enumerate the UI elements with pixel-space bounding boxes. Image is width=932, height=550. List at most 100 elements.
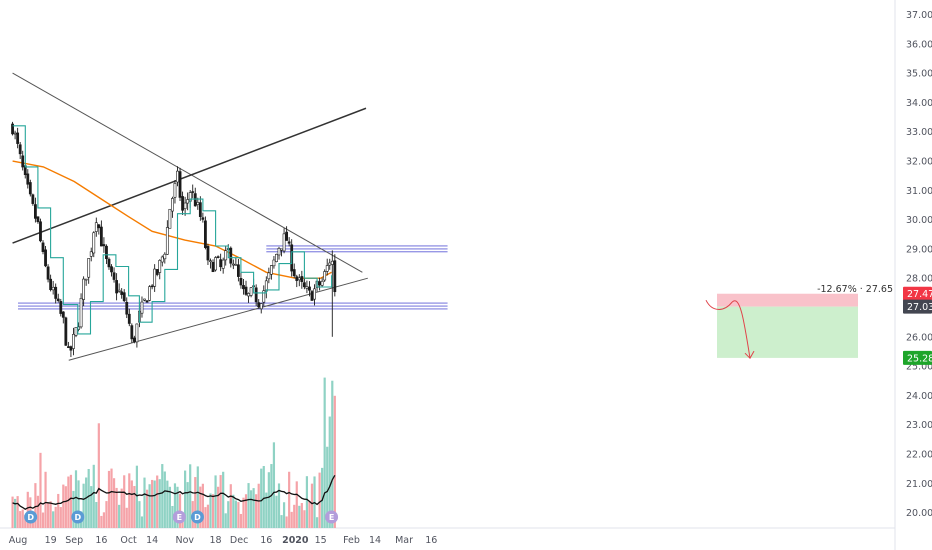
volume-bar: [151, 479, 154, 528]
candle-body: [84, 278, 88, 281]
x-tick-label: Nov: [175, 535, 194, 546]
price-tags: 27.47 27.03 25.28: [903, 286, 932, 365]
y-tick-label: 36.00: [906, 39, 932, 50]
volume-bar: [110, 468, 113, 528]
volume-bar: [92, 464, 95, 528]
candle-body: [26, 173, 30, 185]
candle-body: [193, 193, 197, 207]
volume-bar: [194, 477, 197, 528]
volume-bar: [168, 486, 171, 528]
candle-body: [165, 227, 169, 255]
x-tick-label: 16: [95, 535, 107, 546]
candle-body: [21, 155, 25, 168]
candle-body: [300, 276, 304, 282]
candle-body: [112, 272, 116, 280]
candle-body: [168, 208, 172, 229]
volume-bar: [234, 500, 237, 528]
volume-bar: [300, 503, 303, 528]
candle-body: [145, 300, 149, 303]
trendline-upper-ascending[interactable]: [12, 107, 367, 244]
event-marker-letter: D: [194, 513, 201, 522]
volume-bar: [176, 486, 179, 528]
volume-bar: [189, 464, 192, 528]
candle-body: [320, 280, 324, 286]
candle-body: [330, 260, 334, 265]
candle-body: [31, 194, 35, 204]
candle-body: [117, 289, 121, 292]
price-tag-label: 27.03: [907, 302, 932, 313]
candle-body: [79, 298, 83, 328]
y-tick-label: 20.00: [906, 508, 932, 519]
candle-body: [66, 346, 70, 348]
candle-body: [82, 278, 86, 300]
candle-body: [130, 325, 134, 340]
event-marker[interactable]: [172, 510, 186, 524]
candle-body: [201, 217, 205, 220]
projection-zones: [717, 293, 858, 358]
candle-body: [122, 292, 126, 302]
ma-green-line: [12, 125, 333, 335]
volume-bar: [74, 470, 78, 528]
y-axis-ticks: 37.00 36.00 35.00 34.00 33.00 32.00 31.00 30.00…: [906, 10, 932, 519]
candle-body: [183, 202, 187, 209]
candle-body: [211, 262, 215, 273]
volume-bar: [100, 515, 103, 528]
x-tick-label: Aug: [9, 535, 28, 546]
event-marker[interactable]: [24, 510, 38, 524]
candle-body: [216, 256, 220, 258]
trendline-lower-ascending[interactable]: [68, 277, 368, 361]
event-marker[interactable]: [71, 510, 85, 524]
volume-bar: [156, 475, 159, 528]
volume-bar: [211, 494, 215, 528]
volume-bar: [282, 502, 286, 528]
candle-body: [323, 271, 327, 281]
volume-bar: [232, 494, 235, 528]
volume-bar: [102, 512, 106, 528]
candle-body: [297, 277, 301, 281]
event-marker[interactable]: [190, 510, 204, 524]
candle-body: [209, 260, 212, 263]
volume-bar: [277, 483, 281, 528]
volume-bar: [249, 490, 253, 528]
candle-body: [333, 260, 337, 293]
volume-bar: [199, 486, 202, 528]
candle-body: [110, 266, 113, 273]
volume-bar: [115, 487, 118, 528]
event-marker[interactable]: [325, 510, 339, 524]
candles: [11, 121, 337, 358]
candle-body: [148, 286, 151, 301]
volume-bar: [145, 489, 149, 528]
y-tick-label: 33.00: [906, 127, 932, 138]
candle-body: [257, 302, 261, 308]
volume-bar: [219, 475, 222, 528]
volume-bar: [290, 511, 293, 528]
trendline-upper-descending[interactable]: [12, 72, 363, 273]
volume-bar: [153, 480, 156, 528]
candle-body: [125, 301, 129, 315]
x-tick-label: 14: [146, 535, 158, 546]
x-tick-label: 15: [315, 535, 327, 546]
volume-bar: [85, 477, 88, 528]
volume-bar: [105, 501, 108, 528]
candle-body: [49, 278, 53, 290]
y-tick-label: 25.00: [906, 362, 932, 373]
take-profit-zone[interactable]: [717, 306, 858, 358]
candle-body: [328, 262, 332, 266]
candle-body: [308, 286, 311, 291]
candle-body: [302, 282, 306, 288]
x-tick-label: 14: [369, 535, 381, 546]
volume-bar: [158, 479, 161, 528]
volume-bar: [166, 480, 169, 528]
x-tick-label: 16: [425, 535, 437, 546]
y-tick-label: 23.00: [906, 420, 932, 431]
event-marker-letter: D: [27, 513, 34, 522]
y-tick-label: 32.00: [906, 157, 932, 168]
volume-bar: [315, 517, 319, 528]
candle-body: [242, 285, 245, 290]
stop-loss-zone[interactable]: [717, 293, 858, 307]
volume-bar: [186, 482, 189, 528]
volume-bar: [67, 476, 70, 528]
candle-body: [176, 170, 179, 183]
candle-body: [277, 248, 281, 256]
